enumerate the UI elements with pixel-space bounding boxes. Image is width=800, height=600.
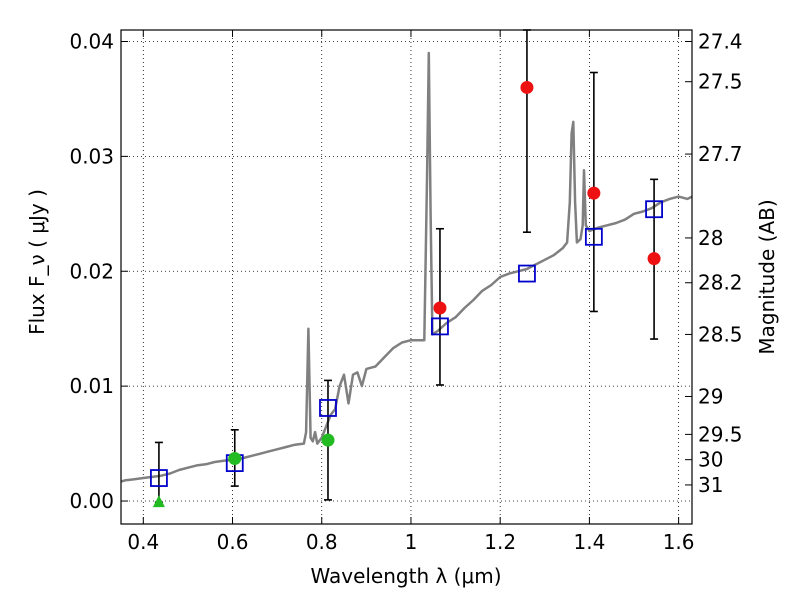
x-tick-label: 1.2 (484, 530, 516, 554)
right-tick-label: 29.5 (698, 422, 743, 446)
x-axis-title: Wavelength λ (μm) (310, 564, 501, 588)
y-tick-label: 0.04 (69, 29, 114, 53)
y-tick-label: 0.02 (69, 259, 114, 283)
model-photometry-square (150, 469, 168, 487)
right-tick-label: 28.2 (698, 271, 743, 295)
x-tick-label: 0.8 (306, 530, 338, 554)
x-tick-label: 0.6 (217, 530, 249, 554)
right-tick-label: 28 (698, 226, 723, 250)
x-tick-label: 1 (405, 530, 418, 554)
right-tick-label: 29 (698, 384, 723, 408)
axis-ticks: 0.4 0.6 0.8 1 1.2 1.4 1.6 0.00 0.01 0.02 0.03 0.04 2… (69, 29, 742, 554)
plot-series (120, 29, 693, 508)
y-tick-label: 0.03 (69, 144, 114, 168)
right-axis-title: Magnitude (AB) (755, 199, 779, 354)
y-tick-label: 0.01 (69, 374, 114, 398)
x-tick-label: 1.4 (573, 530, 605, 554)
y-axis-title: Flux F_ν ( μJy ) (25, 189, 49, 335)
right-tick-label: 28.5 (698, 322, 743, 346)
model-photometry-square (431, 317, 449, 336)
detection-point (647, 252, 661, 266)
right-tick-label: 30 (698, 448, 723, 472)
x-tick-label: 0.4 (127, 530, 159, 554)
detection-point (433, 301, 447, 315)
optical-point (228, 452, 242, 466)
y-tick-label: 0.00 (69, 489, 114, 513)
right-tick-label: 27.4 (698, 29, 743, 53)
right-tick-label: 27.7 (698, 142, 743, 166)
upper-limit-triangle (152, 495, 165, 508)
model-photometry-square (518, 264, 536, 283)
model-photometry-square (645, 200, 663, 219)
right-tick-label: 31 (698, 473, 723, 497)
grid-lines (121, 30, 692, 524)
x-tick-label: 1.6 (663, 530, 695, 554)
detection-point (587, 186, 601, 200)
detection-point (520, 80, 534, 94)
right-tick-label: 27.5 (698, 70, 743, 94)
model-spectrum-line (120, 51, 693, 483)
model-photometry-square (319, 399, 337, 417)
plot-frame (120, 29, 693, 525)
model-photometry-square (584, 227, 603, 246)
optical-point (321, 433, 335, 447)
